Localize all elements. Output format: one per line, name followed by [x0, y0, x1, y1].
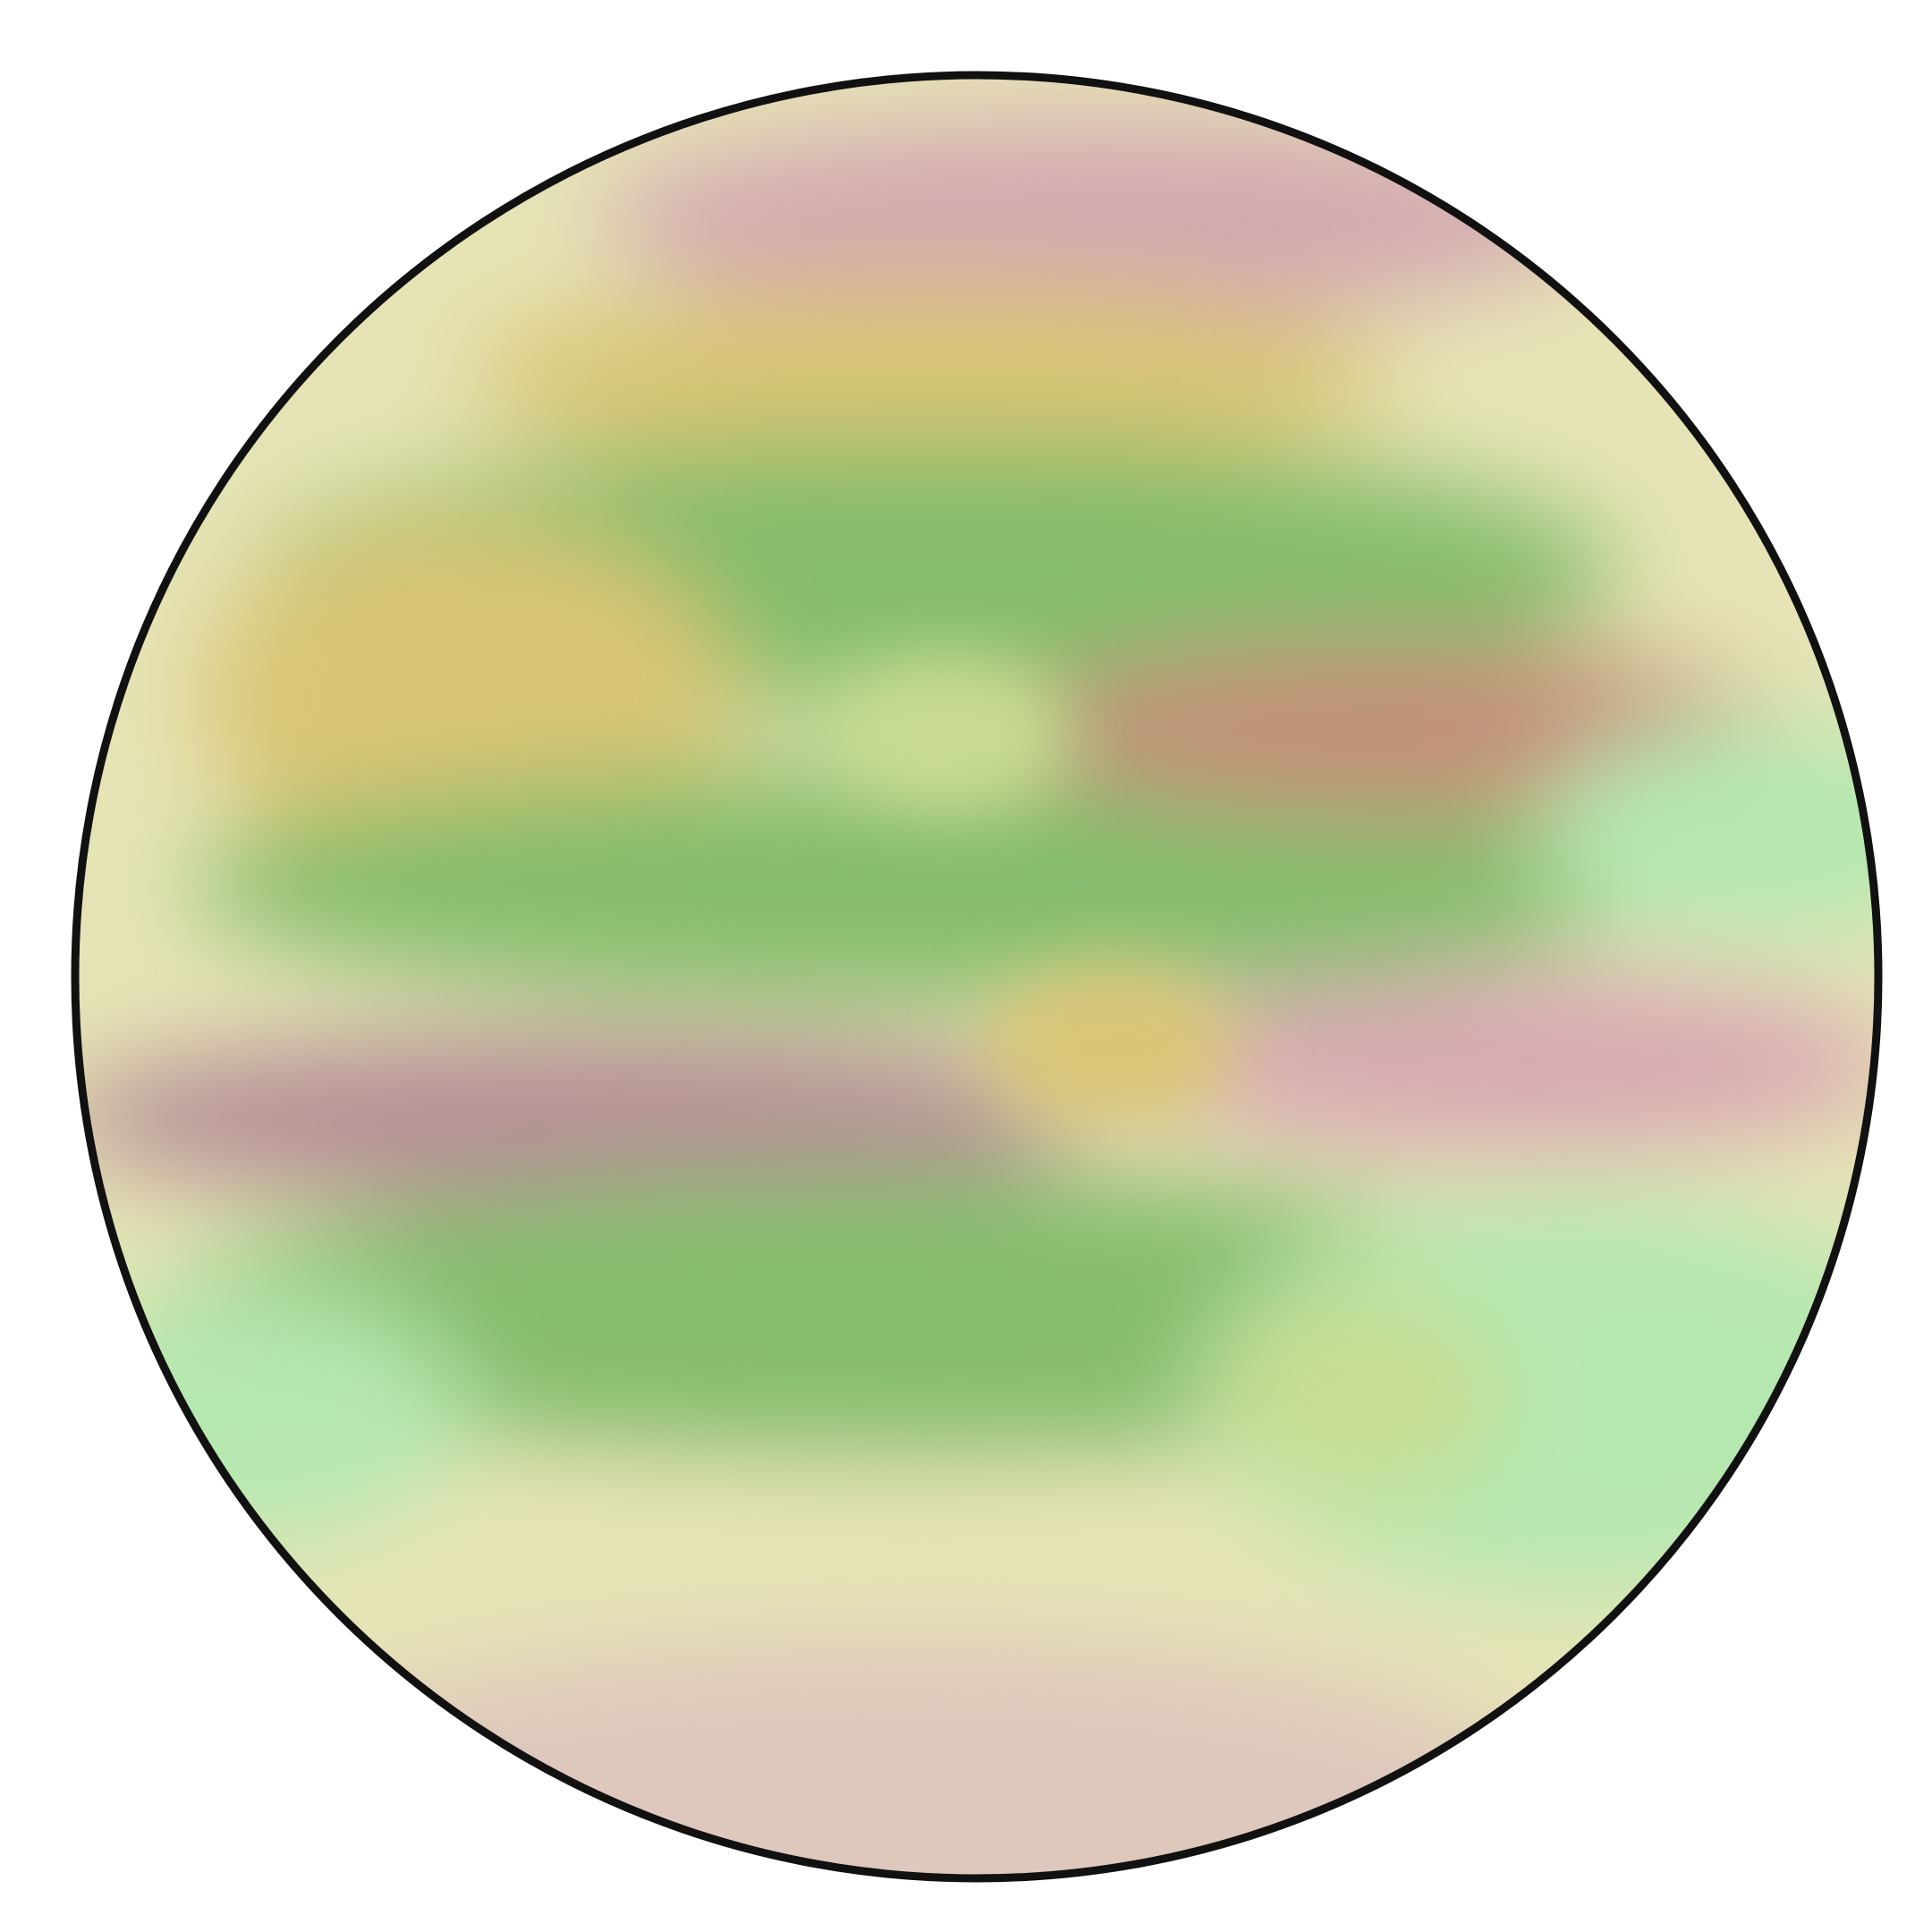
right-rose-band [1145, 975, 1896, 1154]
lower-left-mint [36, 1288, 465, 1538]
upper-middle-lime-patch [832, 662, 1064, 805]
top-mauve-band [599, 121, 1601, 318]
lower-right-lime-patch [1216, 1297, 1503, 1494]
central-ochre-knot [984, 966, 1234, 1127]
lower-ochre-band [394, 1485, 1216, 1628]
